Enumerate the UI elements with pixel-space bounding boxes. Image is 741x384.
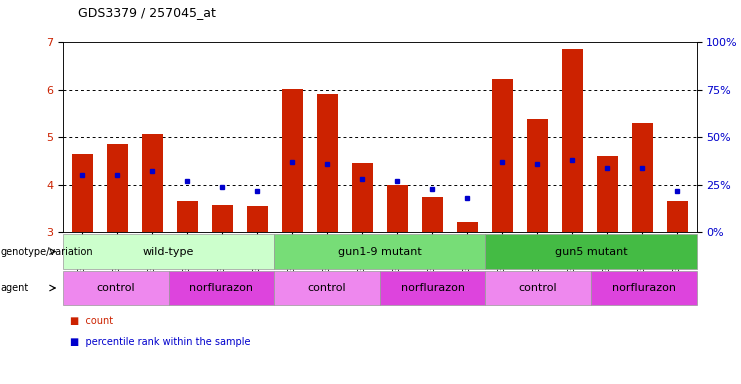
Text: ■  count: ■ count (70, 316, 113, 326)
Text: ■  percentile rank within the sample: ■ percentile rank within the sample (70, 337, 251, 347)
Bar (492, 79, 513, 232)
Text: control: control (308, 283, 346, 293)
Text: agent: agent (1, 283, 29, 293)
Bar (107, 144, 127, 232)
Bar (352, 164, 373, 232)
Text: control: control (519, 283, 557, 293)
Text: gun5 mutant: gun5 mutant (554, 247, 628, 257)
Bar (142, 134, 163, 232)
Bar (456, 222, 478, 232)
Bar (632, 123, 653, 232)
Bar (422, 197, 443, 232)
Bar (177, 202, 198, 232)
Bar (527, 119, 548, 232)
Text: norflurazon: norflurazon (190, 283, 253, 293)
Bar (562, 50, 582, 232)
Bar (387, 185, 408, 232)
Bar (667, 202, 688, 232)
Text: GDS3379 / 257045_at: GDS3379 / 257045_at (78, 6, 216, 19)
Bar (282, 89, 303, 232)
Text: control: control (96, 283, 135, 293)
Bar (597, 156, 618, 232)
Text: gun1-9 mutant: gun1-9 mutant (338, 247, 422, 257)
Bar (212, 205, 233, 232)
Text: norflurazon: norflurazon (612, 283, 676, 293)
Text: wild-type: wild-type (143, 247, 194, 257)
Bar (316, 94, 338, 232)
Text: norflurazon: norflurazon (401, 283, 465, 293)
Bar (72, 154, 93, 232)
Text: genotype/variation: genotype/variation (1, 247, 93, 257)
Bar (247, 206, 268, 232)
